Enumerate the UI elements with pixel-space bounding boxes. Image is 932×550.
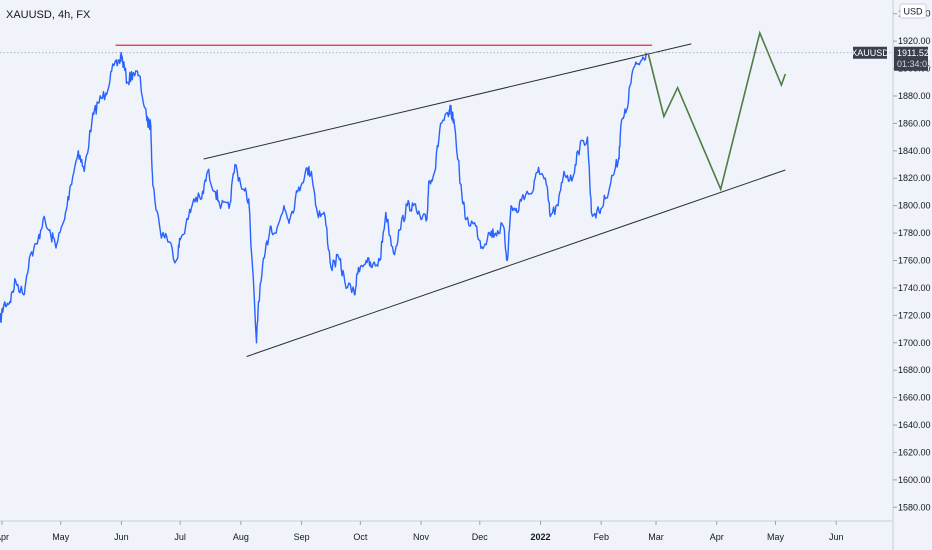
time-axis-tick-label: Mar bbox=[648, 532, 664, 542]
symbol-tag-text: XAUUSD bbox=[851, 48, 889, 58]
time-axis-tick-label: May bbox=[767, 532, 785, 542]
price-axis-tick-label: 1660.00 bbox=[898, 393, 931, 403]
time-axis-tick-label: Sep bbox=[294, 532, 310, 542]
price-axis-tick-label: 1760.00 bbox=[898, 256, 931, 266]
price-axis-tick-label: 1720.00 bbox=[898, 310, 931, 320]
price-axis-tick-label: 1700.00 bbox=[898, 338, 931, 348]
time-axis-tick-label: Jul bbox=[174, 532, 186, 542]
time-axis-tick-label: Aug bbox=[233, 532, 249, 542]
time-axis-tick-label: Oct bbox=[353, 532, 368, 542]
price-axis-tick-label: 1640.00 bbox=[898, 420, 931, 430]
price-axis-tick-label: 1920.00 bbox=[898, 36, 931, 46]
price-axis-tick-label: 1580.00 bbox=[898, 502, 931, 512]
price-series-layer bbox=[0, 51, 647, 344]
drawing-overlay-layer bbox=[115, 30, 787, 357]
time-axis-tick-label: Apr bbox=[710, 532, 724, 542]
svg-text:USD: USD bbox=[903, 7, 923, 17]
price-axis[interactable]: 1580.00 1600.00 1620.00 1640.00 1660.00 1680.… bbox=[893, 9, 931, 513]
upper-trendline bbox=[203, 43, 692, 160]
price-axis-tick-label: 1840.00 bbox=[898, 146, 931, 156]
price-axis-tick-label: 1860.00 bbox=[898, 118, 931, 128]
time-axis-tick-label: 2022 bbox=[530, 532, 550, 542]
price-axis-tick-label: 1780.00 bbox=[898, 228, 931, 238]
projection-path bbox=[647, 30, 787, 192]
symbol-tag bbox=[853, 46, 887, 59]
time-axis-tick-label: Nov bbox=[413, 532, 430, 542]
time-axis[interactable]: Apr May Jun Jul Aug Sep Oct Nov Dec 2022 Feb Mar Apr… bbox=[0, 521, 843, 542]
last-price-value: 1911.52 bbox=[897, 48, 929, 58]
price-axis-tick-label: 1820.00 bbox=[898, 173, 931, 183]
price-axis-tick-label: 1600.00 bbox=[898, 475, 931, 485]
time-axis-tick-label: May bbox=[52, 532, 70, 542]
bar-countdown: 01:34:01 bbox=[897, 59, 932, 69]
price-axis-tick-label: 1620.00 bbox=[898, 447, 931, 457]
chart-title: XAUUSD, 4h, FX bbox=[6, 9, 91, 21]
time-axis-tick-label: Jun bbox=[114, 532, 129, 542]
last-price-tag bbox=[894, 46, 928, 71]
lower-trendline bbox=[246, 169, 786, 357]
price-axis-tick-label: 1740.00 bbox=[898, 283, 931, 293]
price-axis-tick-label: 1800.00 bbox=[898, 201, 931, 211]
last-price-marker: XAUUSD 1911.52 01:34:01 bbox=[0, 46, 932, 71]
time-axis-tick-label: Jun bbox=[829, 532, 844, 542]
time-axis-tick-label: Dec bbox=[472, 532, 489, 542]
currency-label: USD bbox=[899, 3, 927, 19]
price-axis-tick-label: 1680.00 bbox=[898, 365, 931, 375]
time-axis-tick-label: Feb bbox=[593, 532, 609, 542]
plot-background bbox=[0, 0, 893, 521]
time-axis-tick-label: Apr bbox=[0, 532, 9, 542]
price-axis-tick-label: 1880.00 bbox=[898, 91, 931, 101]
price-line bbox=[0, 51, 647, 344]
